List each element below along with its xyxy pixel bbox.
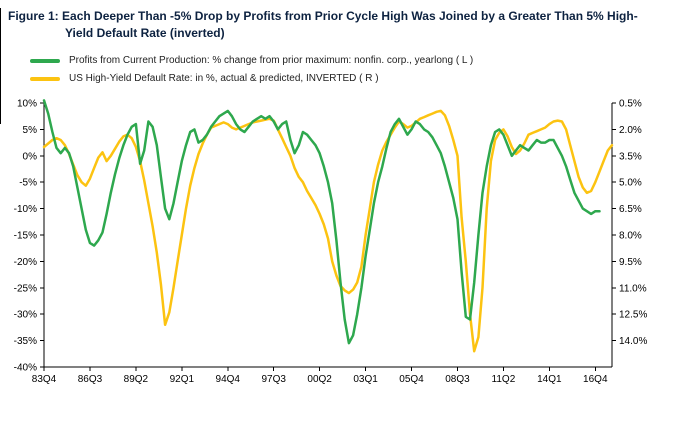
- default-rate-line: [42, 109, 614, 353]
- left-axis-tick-label: 10%: [17, 99, 37, 110]
- legend-item-profits: Profits from Current Production: % chang…: [30, 55, 675, 66]
- legend: Profits from Current Production: % chang…: [30, 55, 675, 84]
- left-axis-tick-label: 0%: [23, 151, 38, 162]
- x-axis-tick-label: 08Q3: [445, 374, 470, 385]
- left-axis-tick-label: -15%: [14, 231, 37, 242]
- right-axis-tick-label: 0.5%: [619, 99, 642, 110]
- left-axis-tick-label: -5%: [19, 178, 37, 189]
- right-axis-tick-label: 9.5%: [619, 257, 642, 268]
- x-axis-tick-label: 05Q4: [399, 374, 424, 385]
- profits-line-swatch: [30, 58, 60, 63]
- x-axis-tick-label: 94Q4: [216, 374, 241, 385]
- figure-number: Figure 1:: [8, 9, 59, 23]
- right-axis-tick-label: 14.0%: [619, 336, 647, 347]
- right-axis-tick-label: 2.0%: [619, 125, 642, 136]
- profits-vs-default-rate-chart: 10% 5% 0% -5% -10% -15% -20% -25% -30% -35% -40% 0.…: [14, 99, 648, 386]
- x-axis-tick-label: 00Q2: [307, 374, 332, 385]
- left-axis-tick-label: -30%: [14, 310, 37, 321]
- x-axis-tick-label: 97Q3: [261, 374, 286, 385]
- left-axis-tick-label: -25%: [14, 283, 37, 294]
- legend-label-default-rate: US High-Yield Default Rate: in %, actual…: [69, 73, 379, 85]
- right-axis-tick-label: 8.0%: [619, 231, 642, 242]
- legend-label-profits: Profits from Current Production: % chang…: [69, 55, 474, 67]
- legend-item-default-rate: US High-Yield Default Rate: in %, actual…: [30, 73, 675, 84]
- figure-title-text: Each Deeper Than -5% Drop by Profits fro…: [62, 9, 638, 41]
- x-axis-tick-label: 11Q2: [492, 374, 516, 385]
- right-axis-tick-label: 11.0%: [619, 283, 647, 294]
- profits-line: [42, 99, 601, 345]
- x-axis-tick-label: 14Q1: [537, 374, 562, 385]
- left-axis-tick-label: 5%: [23, 125, 38, 136]
- right-axis-tick-label: 6.5%: [619, 204, 642, 215]
- x-axis-tick-label: 83Q4: [32, 374, 57, 385]
- right-axis-tick-label: 3.5%: [619, 151, 642, 162]
- x-axis-tick-label: 89Q2: [124, 374, 149, 385]
- x-axis-tick-label: 86Q3: [78, 374, 103, 385]
- left-axis-tick-label: -40%: [14, 363, 37, 374]
- default-rate-line-swatch: [30, 76, 60, 81]
- figure-title: Figure 1: Each Deeper Than -5% Drop by P…: [8, 8, 665, 42]
- x-axis-tick-label: 03Q1: [353, 374, 378, 385]
- left-axis-tick-label: -35%: [14, 336, 37, 347]
- x-axis-tick-label: 16Q4: [583, 374, 608, 385]
- x-axis-tick-label: 92Q1: [170, 374, 195, 385]
- right-axis-tick-label: 12.5%: [619, 310, 647, 321]
- left-axis-tick-label: -20%: [14, 257, 37, 268]
- right-axis-tick-label: 5.0%: [619, 178, 642, 189]
- left-axis-tick-label: -10%: [14, 204, 37, 215]
- left-edge-border: [0, 8, 1, 124]
